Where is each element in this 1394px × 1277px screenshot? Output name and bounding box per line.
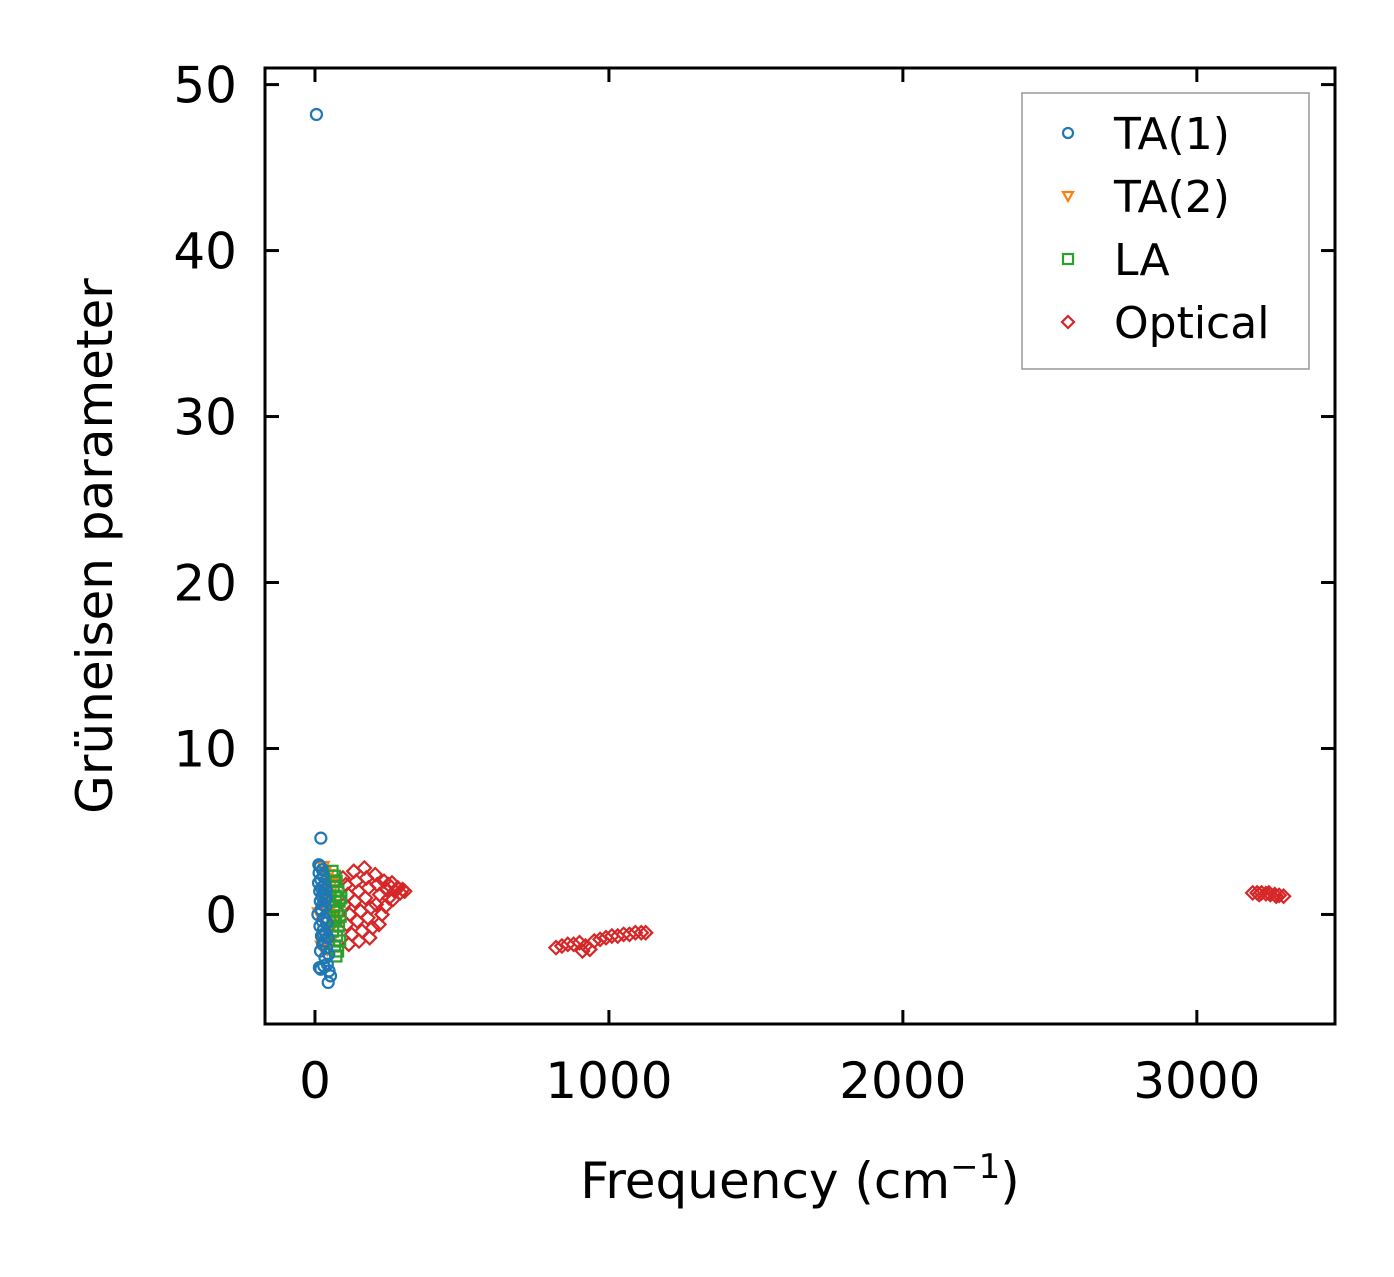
data-point <box>314 831 328 845</box>
y-tick-label: 10 <box>173 720 237 778</box>
data-point <box>586 932 603 950</box>
legend-entry: LA <box>1061 235 1170 286</box>
data-point <box>384 891 402 908</box>
legend-entry: TA(1) <box>1061 109 1230 160</box>
data-point <box>380 876 397 893</box>
series-Optical <box>334 859 1292 960</box>
data-point <box>314 962 328 976</box>
data-point <box>361 929 378 946</box>
axis-tick-labels: 0 1000 2000 3000 0 10 20 30 40 50 <box>173 57 1260 1110</box>
data-point <box>334 891 348 905</box>
legend-label: TA(2) <box>1113 172 1230 223</box>
data-point <box>357 889 374 907</box>
legend-entry: Optical <box>1060 298 1269 349</box>
data-point <box>318 951 332 965</box>
data-point <box>547 939 565 956</box>
data-point <box>1260 884 1278 902</box>
x-tick-label: 3000 <box>1133 1052 1260 1110</box>
legend-label: TA(1) <box>1113 109 1230 160</box>
y-axis-label: Grüneisen parameter <box>66 278 124 814</box>
legend-entry: TA(2) <box>1061 172 1230 223</box>
data-point <box>370 916 388 933</box>
legend-entries: TA(1) TA(2) LA Optical <box>1060 109 1269 349</box>
data-point <box>591 931 609 948</box>
data-point <box>637 924 654 941</box>
x-tick-label: 1000 <box>545 1052 672 1110</box>
series-TA(1) <box>309 107 338 990</box>
legend-box <box>1021 92 1310 370</box>
data-point <box>316 927 330 941</box>
data-point <box>319 882 333 897</box>
y-tick-label: 50 <box>173 57 237 115</box>
legend-marker <box>1061 252 1075 266</box>
data-point <box>633 924 650 941</box>
legend-label: LA <box>1114 235 1170 286</box>
y-tick-label: 30 <box>173 389 237 447</box>
data-point <box>315 904 329 918</box>
data-markers <box>309 107 1292 990</box>
x-tick-label: 0 <box>299 1052 331 1110</box>
y-tick-label: 40 <box>173 223 237 281</box>
legend-marker <box>1061 126 1075 140</box>
legend: TA(1) TA(2) LA Optical <box>1021 92 1310 370</box>
data-point <box>574 942 591 960</box>
data-point <box>565 936 582 953</box>
data-point <box>309 107 324 122</box>
data-point <box>396 883 413 900</box>
data-point <box>323 969 338 983</box>
legend-marker <box>1061 190 1075 204</box>
data-point <box>1268 888 1285 905</box>
x-axis-label: Frequency (cm−1) <box>580 1147 1020 1210</box>
x-tick-label: 2000 <box>839 1052 966 1110</box>
plot-frame <box>263 66 1337 1026</box>
axis-ticks <box>265 68 1335 1024</box>
y-tick-label: 0 <box>205 886 237 944</box>
data-point <box>321 975 335 990</box>
y-tick-label: 20 <box>173 555 237 613</box>
data-point <box>367 896 385 913</box>
legend-label: Optical <box>1114 298 1269 349</box>
legend-marker <box>1060 314 1076 330</box>
